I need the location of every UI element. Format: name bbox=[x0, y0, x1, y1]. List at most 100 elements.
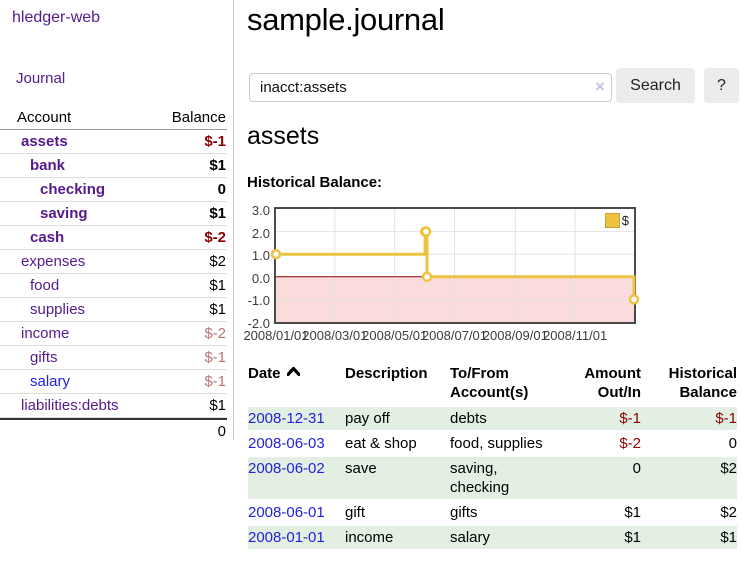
transaction-row: 2008-06-01 gift gifts $1 $2 bbox=[248, 501, 737, 524]
accounts-column-header: To/From Account(s) bbox=[450, 365, 529, 401]
description-column-header: Description bbox=[345, 365, 428, 382]
sort-ascending-icon bbox=[286, 367, 300, 376]
transaction-date-link[interactable]: 2008-01-01 bbox=[248, 529, 325, 546]
data-point-marker bbox=[270, 248, 282, 260]
description-cell: save bbox=[345, 460, 377, 477]
account-balance-value: $1 bbox=[209, 277, 226, 294]
legend-swatch bbox=[604, 213, 620, 228]
date-cell[interactable]: 2008-12-31 bbox=[248, 409, 345, 428]
date-column-header[interactable]: Date bbox=[248, 364, 345, 402]
accounts-rows: assets $-1 bank $1 checking 0 saving $1 cash $-2 e… bbox=[0, 130, 227, 418]
sidebar-account-row: supplies $1 bbox=[0, 298, 227, 322]
app-title-link[interactable]: hledger-web bbox=[12, 9, 101, 26]
sidebar-account-row: saving $1 bbox=[0, 202, 227, 226]
date-cell[interactable]: 2008-06-02 bbox=[248, 459, 345, 497]
account-balance-value: $-1 bbox=[204, 373, 226, 390]
accounts-cell: salary bbox=[450, 529, 491, 546]
y-axis-tick-label: -1.0 bbox=[247, 293, 270, 309]
sidebar-account-link[interactable]: assets bbox=[21, 133, 68, 150]
amount-column-header: Amount Out/In bbox=[584, 365, 641, 401]
balance-column-header: Balance bbox=[171, 109, 226, 126]
accounts-balance-table: Account Balance assets $-1 bank $1 checking 0… bbox=[0, 106, 227, 443]
sidebar-account-link[interactable]: income bbox=[21, 325, 70, 342]
sidebar-account-link[interactable]: saving bbox=[40, 205, 88, 222]
register-rows: 2008-12-31 pay off debts $-1 $-1 2008-06-03 ea… bbox=[248, 407, 737, 549]
description-cell: gift bbox=[345, 504, 366, 521]
y-axis-tick-label: 1.0 bbox=[251, 248, 270, 264]
transaction-date-link[interactable]: 2008-06-03 bbox=[248, 435, 325, 452]
date-header-label: Date bbox=[248, 365, 281, 382]
search-button[interactable]: Search bbox=[616, 68, 695, 103]
sidebar-divider bbox=[233, 0, 234, 440]
transaction-date-link[interactable]: 2008-12-31 bbox=[248, 410, 325, 427]
account-page-title: assets bbox=[247, 122, 320, 150]
sidebar-account-row: cash $-2 bbox=[0, 226, 227, 250]
search-input[interactable] bbox=[249, 73, 612, 102]
sidebar-account-link[interactable]: checking bbox=[40, 181, 106, 198]
transaction-date-link[interactable]: 2008-06-01 bbox=[248, 504, 325, 521]
register-table: Date Description To/From Account(s) Amou… bbox=[248, 362, 737, 551]
accounts-total-value: 0 bbox=[217, 423, 226, 440]
amount-cell: 0 bbox=[632, 460, 641, 477]
y-axis-tick-label: 3.0 bbox=[251, 203, 270, 218]
accounts-total-row: 0 bbox=[0, 418, 227, 443]
date-cell[interactable]: 2008-06-03 bbox=[248, 434, 345, 453]
data-point-marker bbox=[628, 294, 640, 305]
transaction-date-link[interactable]: 2008-06-02 bbox=[248, 460, 325, 477]
sidebar-account-link[interactable]: expenses bbox=[21, 253, 86, 270]
transaction-row: 2008-01-01 income salary $1 $1 bbox=[248, 526, 737, 549]
chart-plot bbox=[270, 209, 640, 322]
sidebar-account-row: bank $1 bbox=[0, 154, 227, 178]
help-button[interactable]: ? bbox=[704, 68, 739, 103]
accounts-cell: food, supplies bbox=[450, 435, 543, 452]
account-column-header: Account bbox=[17, 109, 72, 126]
y-axis-tick-label: 2.0 bbox=[251, 225, 270, 241]
transaction-row: 2008-12-31 pay off debts $-1 $-1 bbox=[248, 407, 737, 430]
description-cell: pay off bbox=[345, 410, 390, 427]
account-balance-value: $1 bbox=[209, 157, 226, 174]
chart-legend: $ bbox=[604, 213, 629, 228]
balance-column-header-register: Historical Balance bbox=[668, 365, 737, 401]
sidebar-account-row: salary $-1 bbox=[0, 370, 227, 394]
date-cell[interactable]: 2008-01-01 bbox=[248, 528, 345, 547]
accounts-cell: saving, checking bbox=[450, 460, 510, 496]
data-point-marker bbox=[420, 226, 432, 237]
balance-cell: $2 bbox=[720, 504, 737, 521]
account-balance-value: $-1 bbox=[204, 133, 226, 150]
sidebar-account-link[interactable]: liabilities:debts bbox=[21, 397, 119, 414]
x-axis-tick-label: 2008/09/01 bbox=[482, 328, 548, 343]
sidebar-item-journal[interactable]: Journal bbox=[16, 70, 66, 87]
balance-cell: $-1 bbox=[715, 410, 737, 427]
sidebar-account-link[interactable]: supplies bbox=[30, 301, 86, 318]
x-axis-tick-label: 2008/11/01 bbox=[543, 328, 608, 343]
balance-cell: 0 bbox=[728, 435, 737, 452]
x-axis-tick-label: 2008/05/01 bbox=[362, 328, 428, 343]
accounts-cell: gifts bbox=[450, 504, 478, 521]
x-axis-tick-label: 2008/07/01 bbox=[421, 328, 488, 343]
balance-cell: $2 bbox=[720, 460, 737, 477]
y-axis-tick-label: 0.0 bbox=[251, 270, 270, 286]
account-balance-value: $-1 bbox=[204, 349, 226, 366]
amount-cell: $-2 bbox=[619, 435, 641, 452]
amount-cell: $1 bbox=[624, 504, 641, 521]
sidebar-account-link[interactable]: cash bbox=[30, 229, 65, 246]
register-table-header: Date Description To/From Account(s) Amou… bbox=[248, 362, 737, 405]
sidebar-account-link[interactable]: bank bbox=[30, 157, 66, 174]
sidebar-account-row: checking 0 bbox=[0, 178, 227, 202]
transaction-row: 2008-06-03 eat & shop food, supplies $-2 0 bbox=[248, 432, 737, 455]
data-point-marker bbox=[421, 271, 433, 283]
clear-search-icon[interactable]: × bbox=[595, 77, 605, 96]
accounts-table-header: Account Balance bbox=[0, 106, 227, 130]
legend-label: $ bbox=[621, 213, 629, 228]
date-cell[interactable]: 2008-06-01 bbox=[248, 503, 345, 522]
description-cell: income bbox=[345, 529, 394, 546]
x-axis-tick-label: 2008/01/01 bbox=[243, 328, 309, 343]
account-balance-value: $1 bbox=[209, 301, 226, 318]
sidebar-account-link[interactable]: food bbox=[30, 277, 60, 294]
account-balance-value: $2 bbox=[209, 253, 226, 270]
sidebar-account-link[interactable]: salary bbox=[30, 373, 71, 390]
x-axis-tick-label: 2008/03/01 bbox=[302, 328, 368, 343]
sidebar-account-row: liabilities:debts $1 bbox=[0, 394, 227, 418]
balance-cell: $1 bbox=[720, 529, 737, 546]
sidebar-account-link[interactable]: gifts bbox=[30, 349, 58, 366]
